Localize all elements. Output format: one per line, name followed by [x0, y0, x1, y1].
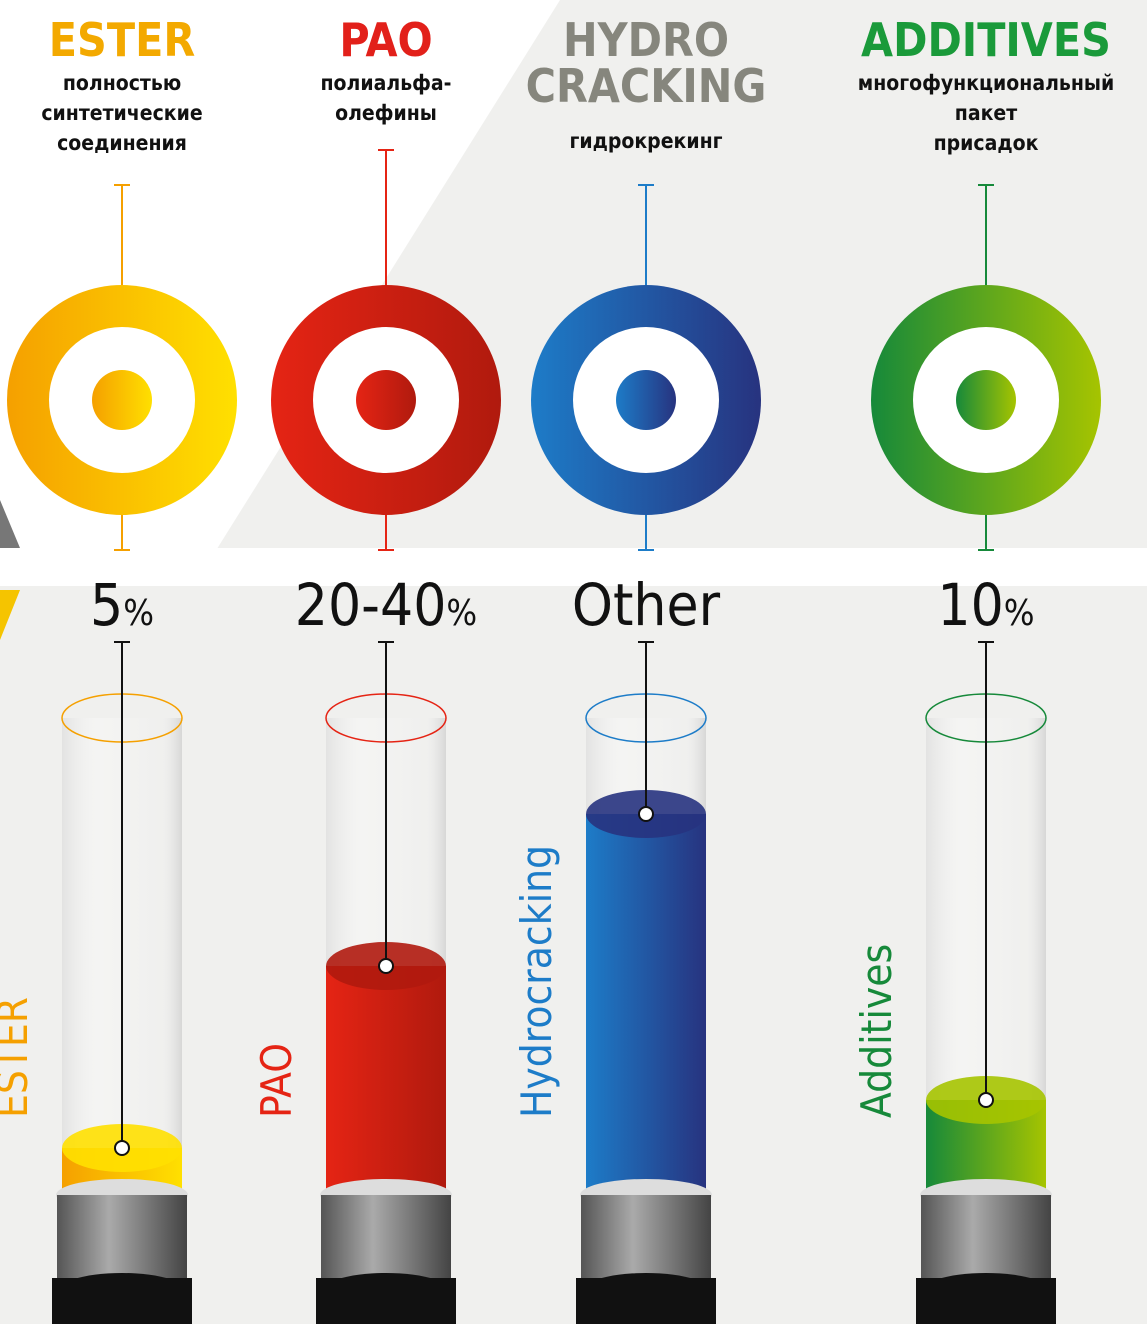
- vertical-label: Additives: [852, 944, 901, 1118]
- tube-foot: [916, 1278, 1056, 1324]
- target-dot: [356, 370, 416, 430]
- column-title: CRACKING: [526, 59, 767, 113]
- column-description: полиальфа-: [321, 71, 452, 95]
- tube-base: [321, 1195, 451, 1280]
- share-number: 5: [90, 571, 123, 639]
- vertical-label: Hydrocracking: [512, 845, 561, 1118]
- infographic: ESTER полностью синтетические соединения 5% E…: [0, 0, 1147, 1324]
- tube-base: [581, 1195, 711, 1280]
- share-number: 20-40: [295, 571, 447, 639]
- column-description: пакет: [955, 101, 1017, 125]
- stem-dot: [979, 1093, 993, 1107]
- stem-dot: [115, 1141, 129, 1155]
- tube-fill: [586, 814, 706, 1195]
- column-title: PAO: [339, 13, 432, 67]
- column-description: синтетические: [41, 101, 202, 125]
- share-unit: %: [123, 593, 154, 634]
- column-title: ESTER: [49, 13, 196, 67]
- tube-base: [57, 1195, 187, 1280]
- share-number: Other: [572, 571, 721, 639]
- target-dot: [956, 370, 1016, 430]
- column-description: олефины: [335, 101, 437, 125]
- share-unit: %: [1004, 593, 1035, 634]
- vertical-label: PAO: [252, 1043, 301, 1118]
- column-description: полностью: [63, 71, 181, 95]
- column-description: соединения: [57, 131, 187, 155]
- column-description: гидрокрекинг: [569, 129, 722, 153]
- tube-foot: [52, 1278, 192, 1324]
- share-unit: %: [446, 593, 477, 634]
- target-dot: [616, 370, 676, 430]
- column-description: присадок: [934, 131, 1039, 155]
- tube-fill: [326, 966, 446, 1195]
- tube-base: [921, 1195, 1051, 1280]
- share: Other: [572, 571, 721, 639]
- share-number: 10: [937, 571, 1003, 639]
- column-title: ADDITIVES: [861, 13, 1111, 67]
- tube-foot: [576, 1278, 716, 1324]
- target-dot: [92, 370, 152, 430]
- tube-foot: [316, 1278, 456, 1324]
- stem-dot: [379, 959, 393, 973]
- vertical-label: ESTER: [0, 997, 37, 1118]
- stem-dot: [639, 807, 653, 821]
- column-description: многофункциональный: [858, 71, 1114, 95]
